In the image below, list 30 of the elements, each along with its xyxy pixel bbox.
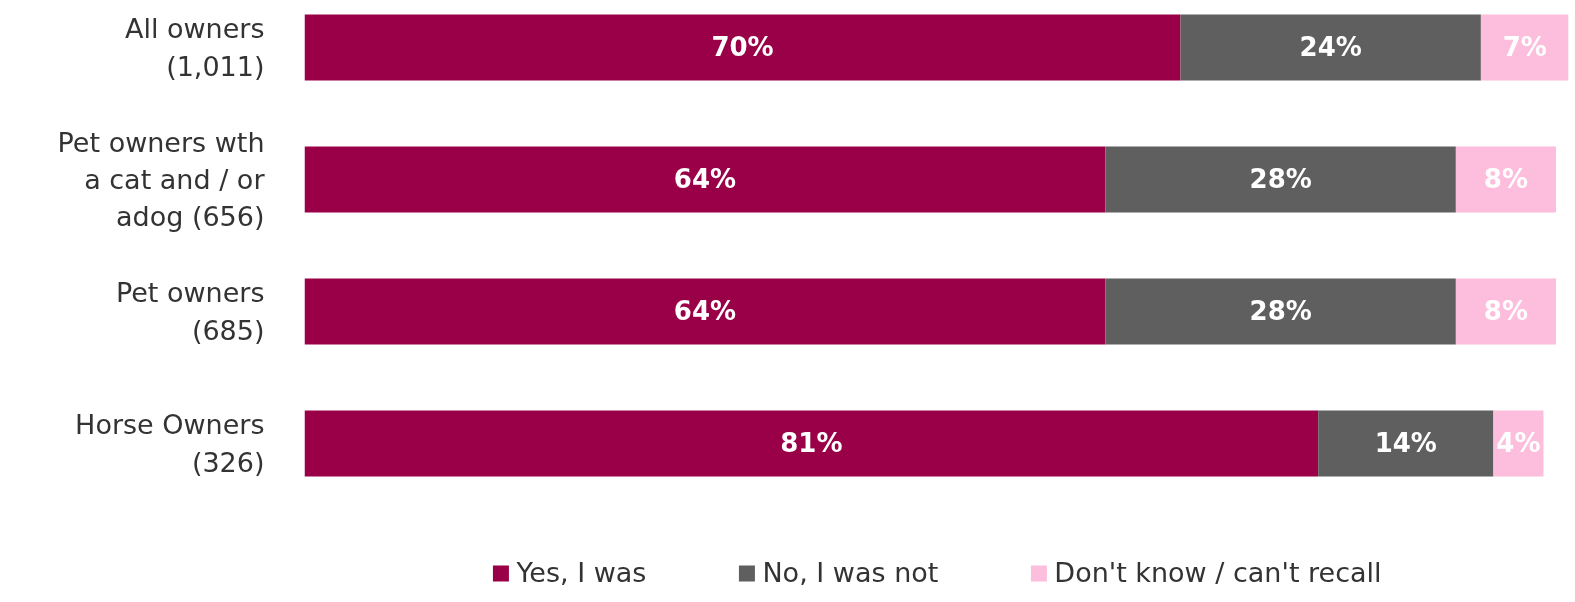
legend-label: No, I was not — [762, 557, 939, 588]
bar — [304, 14, 1181, 81]
data-label: 14% — [1374, 428, 1437, 459]
bar — [1480, 14, 1569, 81]
legend-label: Don't know / can't recall — [1054, 557, 1382, 588]
legend-label: Yes, I was — [516, 557, 647, 588]
bar — [1455, 146, 1556, 213]
data-label: 28% — [1249, 164, 1312, 195]
data-label: 24% — [1299, 32, 1362, 63]
bar — [1455, 278, 1556, 345]
data-label: 70% — [711, 32, 774, 63]
y-tick-label: Pet owners (685) — [115, 277, 265, 346]
data-label: 4% — [1496, 428, 1541, 459]
data-label: 81% — [780, 428, 843, 459]
bar — [1105, 146, 1456, 213]
data-label: 7% — [1502, 32, 1547, 63]
data-label: 28% — [1249, 296, 1312, 327]
bar — [1318, 410, 1494, 477]
y-tick-label: All owners (1,011) — [124, 13, 265, 82]
bar — [1180, 14, 1481, 81]
data-label: 64% — [673, 296, 737, 327]
bar — [304, 410, 1319, 477]
data-label: 8% — [1483, 164, 1529, 195]
data-label: 8% — [1483, 296, 1529, 327]
bar — [304, 278, 1106, 345]
data-label: 64% — [673, 164, 737, 195]
y-tick-label: Pet owners wth a cat and / or adog (656) — [57, 126, 266, 233]
bar — [304, 146, 1106, 213]
y-tick-label: Horse Owners (326) — [75, 409, 265, 478]
bar — [1105, 278, 1456, 345]
